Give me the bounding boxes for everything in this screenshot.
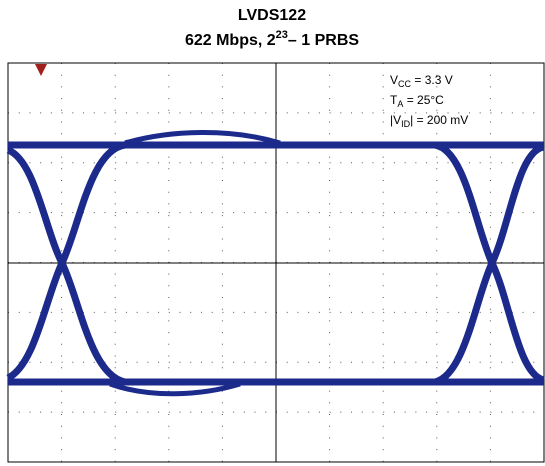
annotation: TA = 25°C: [390, 93, 444, 109]
annotation-rest: = 25°C: [403, 93, 444, 107]
subtitle-sup: 23: [276, 29, 288, 41]
annotation: |VID| = 200 mV: [390, 113, 468, 129]
rise-right: [435, 147, 544, 382]
annotation-base: V: [390, 73, 398, 87]
annotation-base: |V: [390, 113, 401, 127]
annotation: VCC = 3.3 V: [390, 73, 453, 89]
subtitle-main: 622 Mbps, 2: [185, 32, 276, 49]
subtitle-tail: – 1 PRBS: [288, 32, 359, 49]
overshoot: [125, 132, 280, 143]
page: LVDS122 622 Mbps, 223– 1 PRBS VCC = 3.3 …: [0, 0, 545, 466]
annotation-rest: | = 200 mV: [410, 113, 468, 127]
annotation-sub: CC: [398, 79, 411, 89]
fall-left: [8, 150, 125, 382]
trigger-marker: [35, 64, 47, 76]
rise-left: [8, 145, 125, 378]
annotation-rest: = 3.3 V: [411, 73, 453, 87]
eye-diagram: LVDS122 622 Mbps, 223– 1 PRBS VCC = 3.3 …: [0, 0, 545, 466]
subtitle: 622 Mbps, 223– 1 PRBS: [185, 29, 359, 49]
title: LVDS122: [238, 7, 306, 24]
